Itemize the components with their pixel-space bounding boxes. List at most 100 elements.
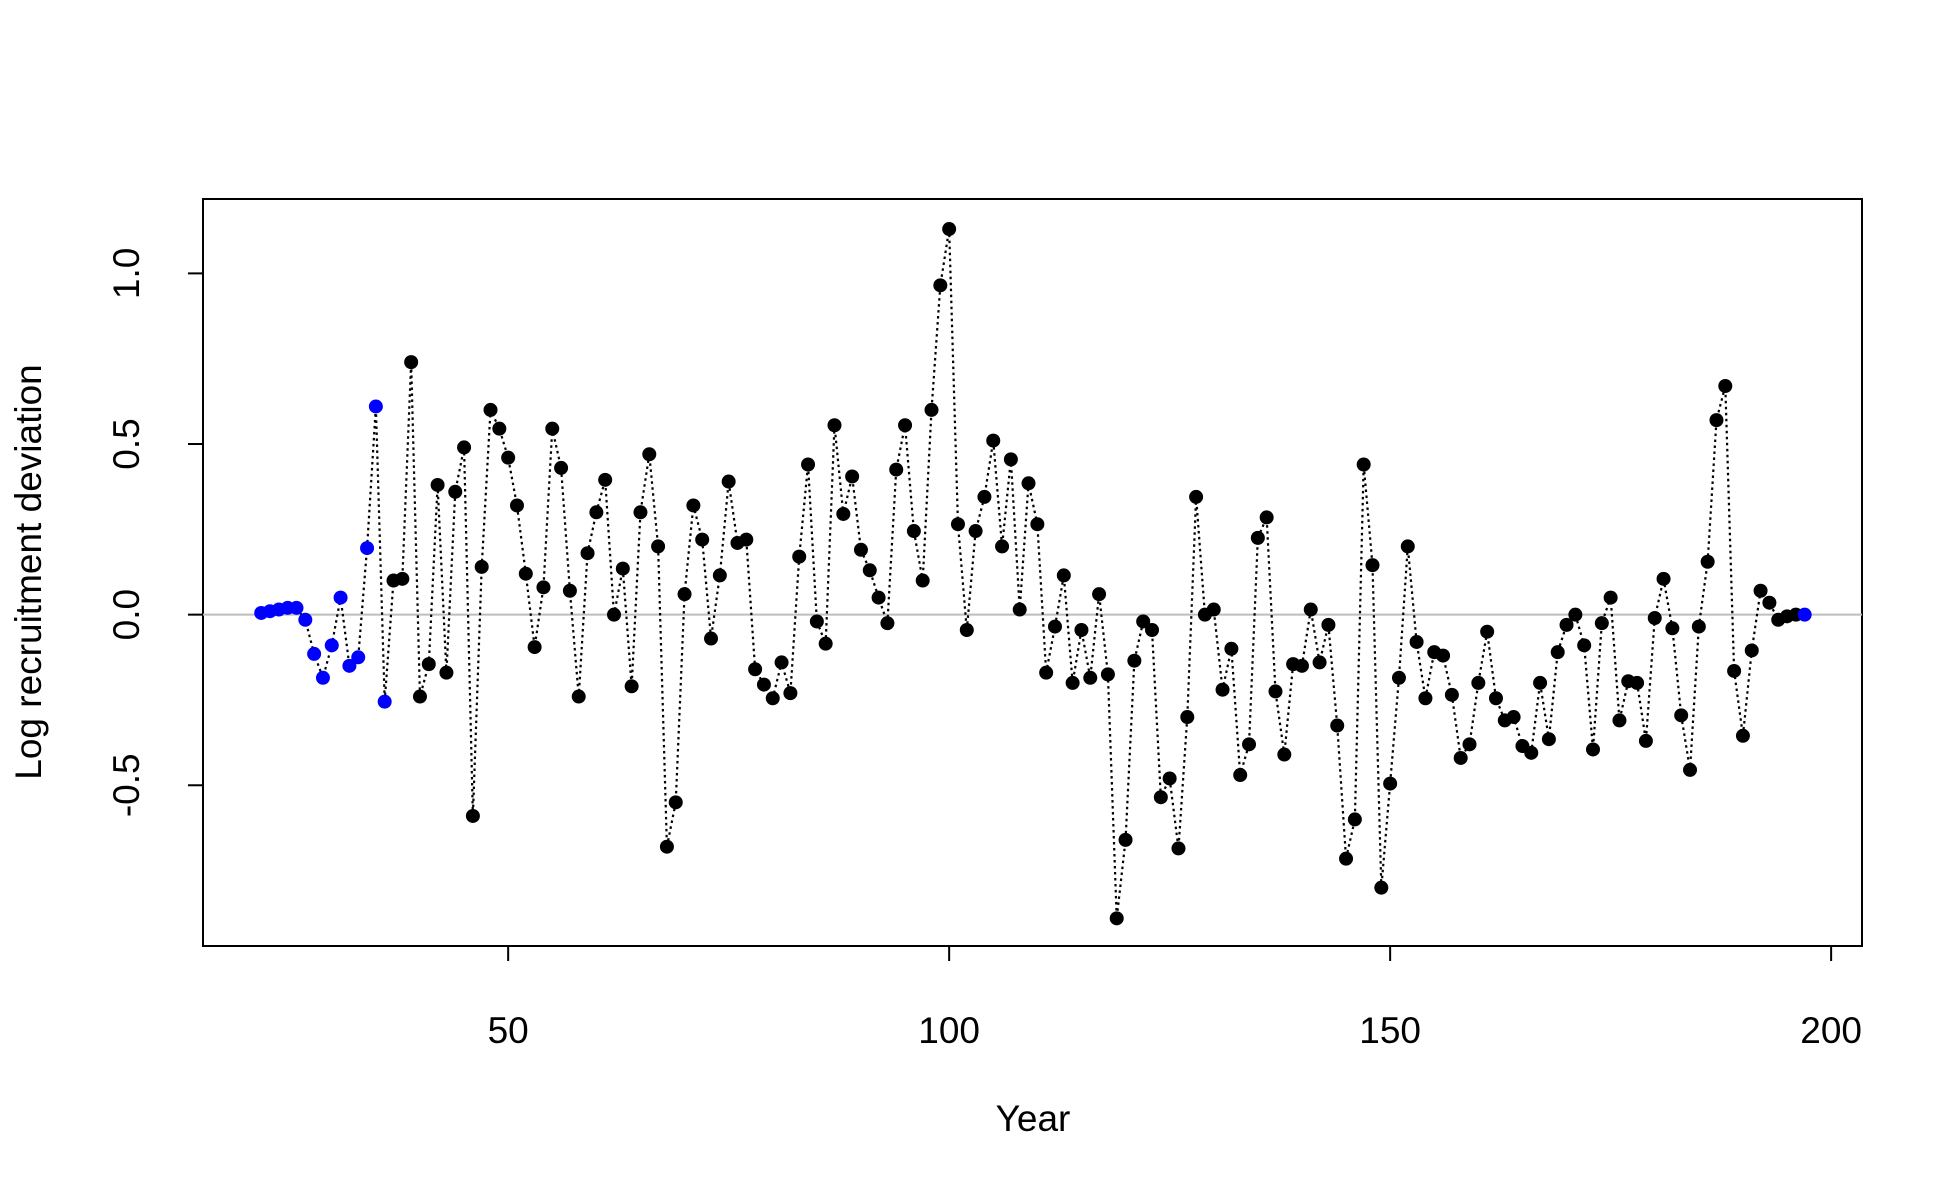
point (1436, 648, 1451, 663)
x-tick-label: 50 (488, 1010, 529, 1051)
point (1153, 790, 1168, 805)
point (1215, 682, 1230, 697)
point (1674, 708, 1689, 723)
point (315, 670, 330, 685)
point (1003, 452, 1018, 467)
point (1718, 379, 1733, 394)
point (1145, 623, 1160, 638)
point (1259, 510, 1274, 525)
point (1409, 634, 1424, 649)
point (1744, 643, 1759, 658)
point (395, 571, 410, 586)
point (668, 795, 683, 810)
point (880, 616, 895, 631)
point (1021, 476, 1036, 491)
point (509, 498, 524, 513)
point (1453, 750, 1468, 765)
point (1347, 812, 1362, 827)
point (950, 517, 965, 532)
y-tick-label: 0.5 (106, 418, 147, 469)
point (527, 640, 542, 655)
point (933, 278, 948, 293)
point (412, 689, 427, 704)
x-tick-label: 100 (918, 1010, 980, 1051)
point (518, 566, 533, 581)
point (977, 489, 992, 504)
point (677, 587, 692, 602)
point (562, 583, 577, 598)
point (1242, 737, 1257, 752)
point (1797, 607, 1812, 622)
x-tick-label: 200 (1800, 1010, 1862, 1051)
point (995, 539, 1010, 554)
point (862, 563, 877, 578)
point (1612, 713, 1627, 728)
point (1383, 776, 1398, 791)
point (1277, 747, 1292, 762)
point (1471, 675, 1486, 690)
point (1171, 841, 1186, 856)
point (836, 506, 851, 521)
point (1224, 641, 1239, 656)
point (1524, 745, 1539, 760)
point (492, 421, 507, 436)
point (377, 694, 392, 709)
point (1559, 617, 1574, 632)
point (827, 418, 842, 433)
point (624, 679, 639, 694)
point (633, 505, 648, 520)
point (1339, 851, 1354, 866)
point (792, 549, 807, 564)
point (368, 399, 383, 414)
point (1303, 602, 1318, 617)
point (1100, 667, 1115, 682)
connecting-line (261, 228, 1805, 919)
point (1330, 718, 1345, 733)
point (756, 677, 771, 692)
point (1356, 457, 1371, 472)
point (1727, 663, 1742, 678)
plot-box (202, 198, 1863, 947)
point (712, 568, 727, 583)
point (1638, 733, 1653, 748)
point (721, 474, 736, 489)
point (986, 433, 1001, 448)
point (1374, 880, 1389, 895)
point (1462, 737, 1477, 752)
point (1109, 911, 1124, 926)
point (1047, 619, 1062, 634)
point (871, 590, 886, 605)
point (1541, 732, 1556, 747)
point (1092, 587, 1107, 602)
point (1136, 614, 1151, 629)
point (457, 440, 472, 455)
point (898, 418, 913, 433)
point (651, 539, 666, 554)
point (1647, 611, 1662, 626)
point (774, 655, 789, 670)
point (1444, 687, 1459, 702)
point (545, 421, 560, 436)
point (686, 498, 701, 513)
point (1294, 658, 1309, 673)
point (1127, 653, 1142, 668)
point (571, 689, 586, 704)
y-tick-label: 1.0 (106, 248, 147, 299)
point (739, 532, 754, 547)
point (642, 447, 657, 462)
point (1709, 413, 1724, 428)
point (474, 559, 489, 574)
point (289, 600, 304, 615)
point (1391, 670, 1406, 685)
point (968, 524, 983, 539)
point (589, 505, 604, 520)
point (1630, 675, 1645, 690)
point (1550, 645, 1565, 660)
point (554, 460, 569, 475)
point (765, 691, 780, 706)
point (1312, 655, 1327, 670)
point (704, 631, 719, 646)
point (1118, 832, 1133, 847)
point (598, 472, 613, 487)
point (421, 657, 436, 672)
